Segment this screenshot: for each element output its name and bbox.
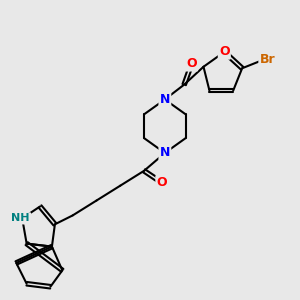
Text: O: O bbox=[186, 57, 197, 70]
Text: N: N bbox=[160, 93, 170, 106]
Text: Br: Br bbox=[260, 53, 275, 66]
Text: O: O bbox=[157, 176, 167, 189]
Text: NH: NH bbox=[11, 213, 30, 224]
Text: N: N bbox=[160, 146, 170, 160]
Text: O: O bbox=[219, 45, 230, 58]
